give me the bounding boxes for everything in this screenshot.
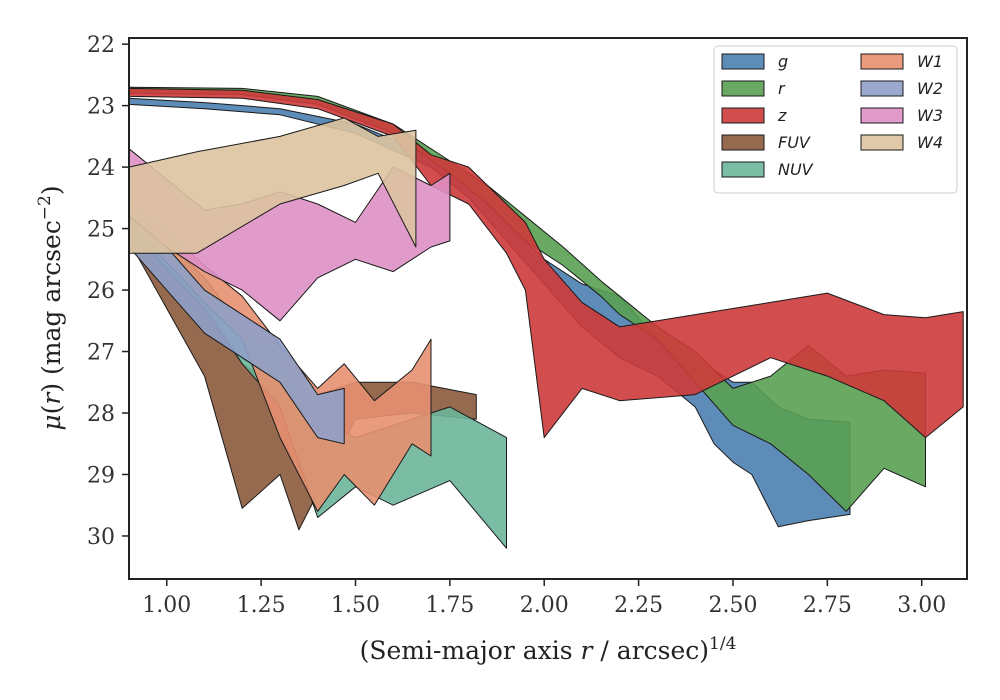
band-w4: [128, 117, 417, 254]
y-tick-label: 25: [87, 218, 115, 243]
legend-swatch-nuv: [721, 161, 765, 178]
y-tick-label: 24: [87, 156, 115, 181]
y-tick-label: 22: [87, 33, 115, 58]
legend-label-z: z: [777, 106, 787, 125]
y-tick-label: 28: [87, 402, 115, 427]
legend-label-nuv: NUV: [778, 160, 814, 179]
legend-swatch-fuv: [721, 134, 765, 151]
x-tick-label: 2.75: [803, 593, 852, 618]
legend-swatch-r: [721, 80, 765, 97]
x-tick-label: 3.00: [897, 593, 946, 618]
legend-label-g: g: [778, 52, 788, 71]
x-tick-label: 1.50: [331, 593, 380, 618]
legend-label-w1: W1: [917, 52, 943, 71]
legend-label-w3: W3: [917, 106, 943, 125]
y-tick-label: 23: [87, 95, 115, 120]
legend-swatch-w3: [860, 107, 904, 124]
y-axis: 22 23 24 25 26 27 28 29 30: [87, 33, 129, 550]
legend-label-w2: W2: [917, 79, 943, 98]
legend-swatch-w2: [860, 80, 904, 97]
legend-swatch-z: [721, 107, 765, 124]
legend: grz FUV NUV W1 W2 W3 W4: [713, 45, 958, 194]
y-tick-label: 30: [87, 525, 115, 550]
x-axis: 1.00 1.25 1.50 1.75 2.00 2.25 2.50 2.75 3.00: [142, 579, 946, 618]
y-tick-label: 29: [87, 463, 115, 488]
x-axis-title: (Semi-major axis r / arcsec)1/4: [360, 634, 737, 665]
y-axis-title: μ(r) (mag arcsec−2): [35, 185, 66, 430]
x-tick-label: 1.00: [142, 593, 191, 618]
legend-label-w4: W4: [917, 133, 943, 152]
band-z: [128, 87, 964, 439]
legend-label-r: r: [778, 79, 786, 98]
legend-swatch-g: [721, 53, 765, 70]
x-tick-label: 2.00: [520, 593, 569, 618]
legend-swatch-w4: [860, 134, 904, 151]
x-tick-label: 2.50: [708, 593, 757, 618]
band-layer: [128, 86, 964, 549]
x-tick-label: 1.75: [425, 593, 474, 618]
y-tick-label: 26: [87, 279, 115, 304]
plot-frame: [128, 37, 968, 580]
legend-label-fuv: FUV: [778, 133, 811, 152]
band-w2: [128, 203, 345, 445]
x-tick-label: 1.25: [237, 593, 286, 618]
y-tick-label: 27: [87, 341, 115, 366]
legend-swatch-w1: [860, 53, 904, 70]
x-tick-label: 2.25: [614, 593, 663, 618]
